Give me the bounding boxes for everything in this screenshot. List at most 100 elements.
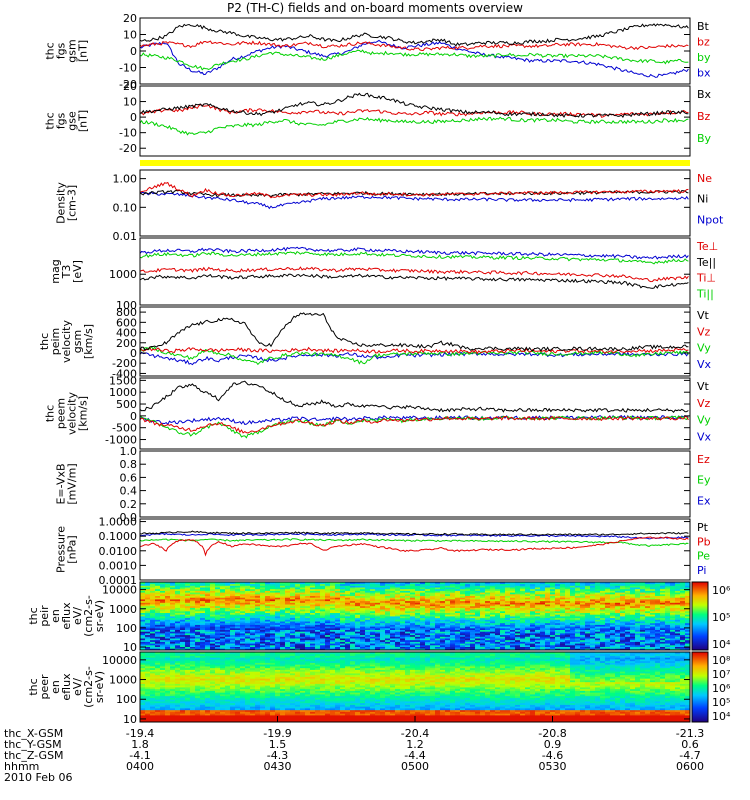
spectrogram-cell	[230, 605, 236, 608]
spectrogram-cell	[140, 639, 146, 642]
spectrogram-cell	[455, 593, 461, 596]
spectrogram-cell	[390, 609, 396, 612]
spectrogram-cell	[320, 634, 326, 637]
spectrogram-cell	[490, 622, 496, 625]
spectrogram-cell	[435, 631, 441, 634]
spectrogram-cell	[380, 600, 386, 603]
spectrogram-cell	[390, 619, 396, 622]
spectrogram-cell	[420, 605, 426, 608]
spectrogram-cell	[445, 583, 451, 586]
spectrogram-cell	[660, 585, 666, 588]
spectrogram-cell	[540, 605, 546, 608]
spectrogram-cell	[160, 593, 166, 596]
spectrogram-cell	[640, 607, 646, 610]
spectrogram-cell	[580, 631, 586, 634]
spectrogram-cell	[510, 633, 516, 636]
spectrogram-cell	[295, 646, 301, 649]
spectrogram-cell	[310, 617, 316, 620]
spectrogram-cell	[545, 643, 551, 646]
spectrogram-cell	[535, 643, 541, 646]
spectrogram-cell	[490, 593, 496, 596]
spectrogram-cell	[325, 648, 331, 651]
panel-frame	[139, 17, 691, 85]
spectrogram-cell	[185, 604, 191, 607]
spectrogram-cell	[225, 643, 231, 646]
spectrogram-cell	[260, 607, 266, 610]
spectrogram-cell	[400, 585, 406, 588]
spectrogram-cell	[570, 633, 576, 636]
spectrogram-cell	[525, 582, 531, 585]
spectrogram-cell	[190, 585, 196, 588]
spectrogram-cell	[325, 633, 331, 636]
spectrogram-cell	[630, 627, 636, 630]
spectrogram-cell	[555, 624, 561, 627]
spectrogram-cell	[570, 622, 576, 625]
spectrogram-cell	[185, 636, 191, 639]
spectrogram-cell	[575, 609, 581, 612]
spectrogram-cell	[325, 609, 331, 612]
spectrogram-cell	[330, 634, 336, 637]
spectrogram-cell	[160, 604, 166, 607]
spectrogram-cell	[575, 585, 581, 588]
spectrogram-cell	[195, 612, 201, 615]
spectrogram-cell	[640, 631, 646, 634]
spectrogram-cell	[270, 644, 276, 647]
spectrogram-cell	[245, 624, 251, 627]
spectrogram-cell	[550, 604, 556, 607]
spectrogram-cell	[175, 585, 181, 588]
spectrogram-cell	[625, 604, 631, 607]
spectrogram-cell	[625, 582, 631, 585]
spectrogram-cell	[300, 629, 306, 632]
spectrogram-cell	[235, 614, 241, 617]
spectrogram-cell	[325, 607, 331, 610]
spectrogram-cell	[150, 638, 156, 641]
spectrogram-cell	[610, 590, 616, 593]
spectrogram-cell	[470, 609, 476, 612]
spectrogram-cell	[180, 602, 186, 605]
spectrogram-cell	[580, 643, 586, 646]
spectrogram-cell	[360, 599, 366, 602]
spectrogram-cell	[225, 634, 231, 637]
spectrogram-cell	[300, 648, 306, 651]
spectrogram-cell	[295, 592, 301, 595]
spectrogram-cell	[155, 617, 161, 620]
spectrogram-cell	[185, 610, 191, 613]
spectrogram-cell	[315, 614, 321, 617]
spectrogram-cell	[605, 585, 611, 588]
spectrogram-cell	[550, 592, 556, 595]
spectrogram-cell	[630, 607, 636, 610]
spectrogram-cell	[180, 614, 186, 617]
spectrogram-cell	[345, 646, 351, 649]
spectrogram-cell	[450, 631, 456, 634]
spectrogram-cell	[235, 639, 241, 642]
spectrogram-cell	[300, 597, 306, 600]
spectrogram-cell	[545, 629, 551, 632]
spectrogram-cell	[535, 633, 541, 636]
spectrogram-cell	[330, 597, 336, 600]
spectrogram-cell	[600, 602, 606, 605]
spectrogram-cell	[205, 617, 211, 620]
spectrogram-cell	[325, 593, 331, 596]
spectrogram-cell	[580, 639, 586, 642]
spectrogram-cell	[410, 622, 416, 625]
spectrogram-cell	[315, 609, 321, 612]
spectrogram-cell	[335, 624, 341, 627]
spectrogram-cell	[310, 595, 316, 598]
spectrogram-cell	[380, 602, 386, 605]
spectrogram-cell	[660, 627, 666, 630]
spectrogram-cell	[585, 590, 591, 593]
spectrogram-cell	[170, 634, 176, 637]
spectrogram-cell	[535, 612, 541, 615]
spectrogram-cell	[285, 634, 291, 637]
spectrogram-cell	[510, 609, 516, 612]
spectrogram-cell	[250, 595, 256, 598]
spectrogram-cell	[185, 624, 191, 627]
spectrogram-cell	[595, 600, 601, 603]
spectrogram-cell	[530, 648, 536, 651]
spectrogram-cell	[560, 590, 566, 593]
spectrogram-cell	[145, 614, 151, 617]
spectrogram-cell	[570, 646, 576, 649]
spectrogram-cell	[295, 583, 301, 586]
spectrogram-cell	[150, 599, 156, 602]
spectrogram-cell	[420, 626, 426, 629]
